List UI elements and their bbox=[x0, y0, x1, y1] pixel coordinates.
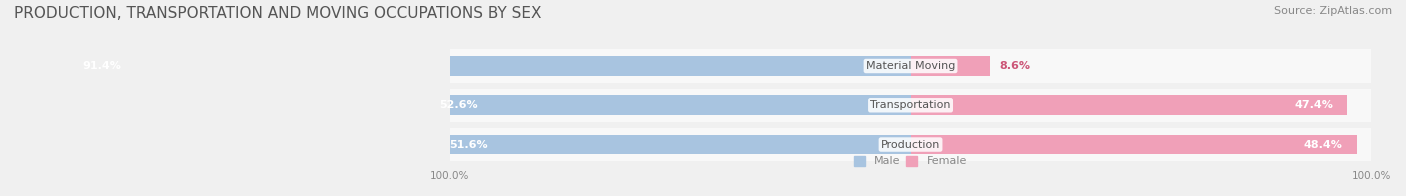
Text: 52.6%: 52.6% bbox=[440, 100, 478, 110]
Bar bbox=[911, 56, 990, 76]
Bar bbox=[69, 56, 911, 76]
Bar bbox=[450, 49, 1371, 83]
Bar bbox=[426, 95, 911, 115]
Text: Transportation: Transportation bbox=[870, 100, 950, 110]
Bar bbox=[450, 128, 1371, 161]
Text: 51.6%: 51.6% bbox=[449, 140, 488, 150]
Bar bbox=[911, 95, 1347, 115]
Text: Source: ZipAtlas.com: Source: ZipAtlas.com bbox=[1274, 6, 1392, 16]
Text: Material Moving: Material Moving bbox=[866, 61, 955, 71]
Text: 91.4%: 91.4% bbox=[82, 61, 121, 71]
Text: 47.4%: 47.4% bbox=[1295, 100, 1333, 110]
Legend: Male, Female: Male, Female bbox=[849, 151, 972, 171]
Bar bbox=[450, 89, 1371, 122]
Text: 48.4%: 48.4% bbox=[1303, 140, 1343, 150]
Bar bbox=[434, 135, 911, 154]
Text: Production: Production bbox=[880, 140, 941, 150]
Bar bbox=[911, 135, 1357, 154]
Text: 8.6%: 8.6% bbox=[1000, 61, 1031, 71]
Text: PRODUCTION, TRANSPORTATION AND MOVING OCCUPATIONS BY SEX: PRODUCTION, TRANSPORTATION AND MOVING OC… bbox=[14, 6, 541, 21]
